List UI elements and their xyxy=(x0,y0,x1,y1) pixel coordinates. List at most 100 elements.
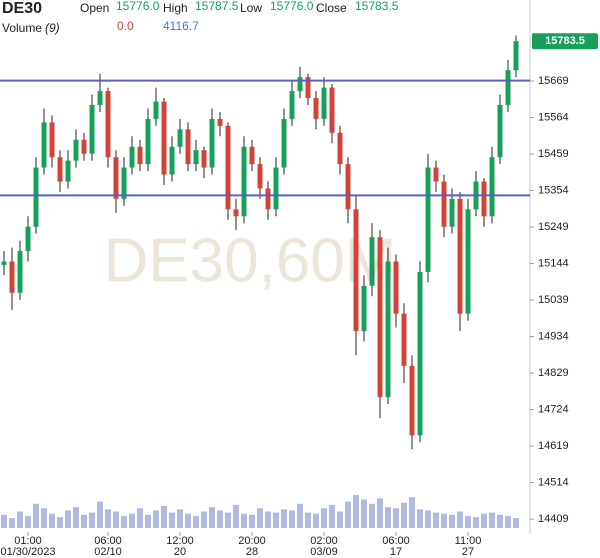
candle-body xyxy=(57,157,63,182)
volume-bar xyxy=(145,514,151,528)
volume-bar xyxy=(169,512,175,528)
candle-body xyxy=(81,139,87,154)
volume-bar xyxy=(153,510,159,528)
volume-bar xyxy=(281,509,287,528)
candle-body xyxy=(169,146,175,175)
candle-body xyxy=(505,70,511,106)
volume-bar xyxy=(193,515,199,528)
x-tick-label: 06:00 xyxy=(94,535,122,547)
volume-bar xyxy=(305,512,311,528)
volume-bar xyxy=(17,511,23,528)
candle-body xyxy=(25,226,31,252)
volume-bar xyxy=(409,497,415,528)
candle-body xyxy=(233,209,239,217)
candle-body xyxy=(345,164,351,210)
volume-bar xyxy=(401,502,407,528)
candle-body xyxy=(193,150,199,165)
volume-bar xyxy=(449,514,455,528)
y-tick-label: 15354 xyxy=(538,184,569,196)
volume-bar xyxy=(481,513,487,528)
volume-bar xyxy=(137,508,143,528)
candle-body xyxy=(65,160,71,182)
candle-body xyxy=(49,122,55,158)
candle-body xyxy=(433,167,439,182)
candle-body xyxy=(329,87,335,133)
volume-bar xyxy=(465,515,471,528)
low-value: 15776.0 xyxy=(270,0,314,13)
candle-body xyxy=(377,237,383,398)
volume-bar xyxy=(265,511,271,528)
y-tick-label: 15249 xyxy=(538,221,569,233)
candle-body xyxy=(145,118,151,165)
high-value: 15787.5 xyxy=(195,0,239,13)
volume-bar xyxy=(441,513,447,528)
volume-bar xyxy=(81,514,87,528)
high-label: High xyxy=(163,1,188,15)
volume-bar xyxy=(185,513,191,528)
volume-bar xyxy=(177,509,183,528)
open-value: 15776.0 xyxy=(116,0,160,13)
y-tick-label: 15564 xyxy=(538,111,569,123)
y-tick-label: 15459 xyxy=(538,148,569,160)
x-tick-date: 01/30/2023 xyxy=(0,546,55,558)
volume-bar xyxy=(321,508,327,528)
candle-body xyxy=(513,41,519,71)
volume-bar xyxy=(337,511,343,528)
y-tick-label: 14934 xyxy=(538,330,569,342)
volume-bar xyxy=(97,501,103,528)
candle-body xyxy=(33,167,39,227)
volume-bar xyxy=(241,513,247,528)
volume-bar xyxy=(473,517,479,528)
x-tick-date: 03/09 xyxy=(310,546,338,558)
candle-body xyxy=(401,313,407,366)
volume-bar xyxy=(369,503,375,528)
volume-bar xyxy=(41,508,47,528)
candle-body xyxy=(281,118,287,168)
volume-bar xyxy=(9,518,15,528)
candle-body xyxy=(393,261,399,314)
y-tick-label: 14829 xyxy=(538,367,569,379)
x-tick-date: 27 xyxy=(462,546,474,558)
candle-body xyxy=(337,132,343,165)
volume-bar xyxy=(89,512,95,528)
volume-max: 4116.7 xyxy=(163,19,199,33)
volume-bar xyxy=(233,504,239,528)
candle-body xyxy=(489,157,495,217)
candle-body xyxy=(257,164,263,189)
volume-bar xyxy=(209,507,215,528)
volume-bar xyxy=(105,509,111,528)
volume-bar xyxy=(513,518,519,528)
y-tick-label: 14409 xyxy=(538,513,569,525)
volume-bar xyxy=(73,507,79,528)
volume-bar xyxy=(57,517,63,528)
candle-body xyxy=(481,181,487,217)
volume-bar xyxy=(225,512,231,528)
x-tick-label: 20:00 xyxy=(238,535,266,547)
volume-bar xyxy=(505,515,511,528)
candle-body xyxy=(89,105,95,154)
volume-bar xyxy=(497,514,503,528)
candle-body xyxy=(121,167,127,199)
volume-bar xyxy=(33,503,39,528)
x-tick-date: 02/10 xyxy=(94,546,122,558)
candle-body xyxy=(249,146,255,165)
volume-bar xyxy=(121,515,127,528)
volume-bar xyxy=(289,510,295,528)
volume-bar xyxy=(129,513,135,528)
candle-body xyxy=(289,91,295,119)
volume-bar xyxy=(201,511,207,528)
volume-period: (9) xyxy=(45,21,60,35)
candle-body xyxy=(177,129,183,147)
close-label: Close xyxy=(316,1,347,15)
candle-body xyxy=(41,122,47,168)
volume-bar xyxy=(113,511,119,528)
volume-bar xyxy=(433,512,439,528)
volume-bar xyxy=(361,499,367,528)
candle-body xyxy=(265,188,271,210)
volume-bar xyxy=(313,513,319,528)
candle-body xyxy=(369,237,375,286)
candle-body xyxy=(97,91,103,106)
y-tick-label: 15144 xyxy=(538,257,569,269)
candle-body xyxy=(1,261,7,265)
y-tick-label: 15039 xyxy=(538,294,569,306)
